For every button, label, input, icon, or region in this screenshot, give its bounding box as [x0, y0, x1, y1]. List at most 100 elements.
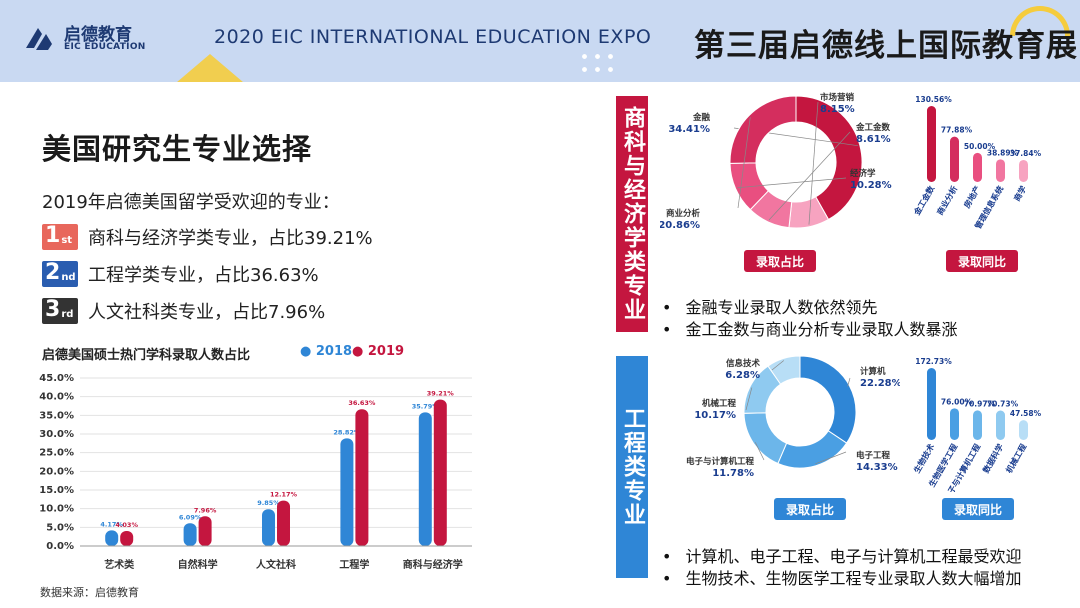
donut-slice	[767, 355, 801, 385]
category-label: 商科与经济学	[403, 558, 463, 571]
slice-value: 8.15%	[820, 104, 855, 115]
bar	[120, 530, 134, 546]
intro-text: 2019年启德美国留学受欢迎的专业：	[42, 192, 340, 213]
bar	[262, 509, 275, 546]
leader-line	[754, 442, 765, 461]
legend-2019: ● 2019	[352, 344, 405, 359]
bar-value-label: 39.21%	[427, 390, 455, 398]
bar-value-label: 12.17%	[270, 491, 298, 499]
donut-slice	[777, 430, 848, 469]
slice-value: 22.28%	[860, 378, 900, 389]
eic-logo-icon	[26, 28, 52, 50]
leader-line	[745, 387, 753, 411]
slice-label: 电子工程	[856, 450, 891, 461]
growth-category: 商学	[1012, 184, 1029, 203]
bar-value-label: 36.63%	[348, 399, 376, 407]
leader-line	[808, 101, 819, 225]
rank-text-1: 商科与经济学类专业，占比39.21%	[88, 228, 373, 249]
y-tick-label: 25.0%	[39, 448, 74, 459]
legend-2018: ● 2018	[300, 344, 353, 359]
bar	[105, 530, 119, 546]
slice-value: 34.41%	[668, 124, 710, 135]
y-tick-label: 20.0%	[39, 466, 74, 477]
growth-value: 70.97%	[964, 399, 996, 408]
slice-label: 计算机	[860, 366, 886, 377]
growth-category: 金工金数	[911, 183, 937, 217]
growth-category: 房地产	[962, 184, 983, 210]
growth-bar	[1019, 420, 1028, 440]
bar	[418, 412, 432, 546]
growth-bar	[950, 136, 959, 182]
business-panel-label: 商科与经济学类专业	[616, 96, 648, 332]
slice-value: 6.28%	[725, 370, 760, 381]
donut-slice	[795, 95, 863, 221]
slice-label: 电子与计算机工程	[686, 456, 755, 467]
business-bullet-1: 金融专业录取人数依然领先	[662, 294, 877, 318]
growth-bar	[996, 410, 1005, 440]
y-tick-label: 15.0%	[39, 485, 74, 496]
data-source: 数据来源：启德教育	[40, 586, 139, 599]
logo-text-en: EIC EDUCATION	[64, 42, 146, 52]
logo-text-cn: 启德教育	[64, 25, 132, 45]
decorative-dots	[578, 50, 618, 80]
business-growth-label: 录取同比	[946, 250, 1018, 272]
bar	[340, 438, 354, 546]
slice-label: 信息技术	[726, 358, 761, 369]
growth-category: 商业分析	[935, 184, 960, 217]
header-banner: 启德教育 EIC EDUCATION 2020 EIC INTERNATIONA…	[0, 0, 1080, 82]
growth-bar	[973, 410, 982, 440]
category-label: 人文社科	[256, 558, 296, 571]
slice-value: 8.61%	[856, 134, 891, 145]
leader-line	[815, 451, 847, 465]
expo-title-cn: 第三届启德线上国际教育展	[694, 28, 1078, 64]
donut-slice	[743, 412, 788, 465]
growth-value: 77.88%	[941, 126, 973, 135]
bar-value-label: 6.09%	[179, 513, 202, 521]
slice-label: 机械工程	[702, 398, 737, 409]
leader-line	[737, 117, 751, 209]
engineering-share-label: 录取占比	[774, 498, 846, 520]
growth-value: 50.00%	[964, 142, 996, 151]
bar	[198, 516, 212, 546]
admission-bar-chart: 0.0% 5.0% 10.0% 15.0% 20.0% 25.0% 30.0% 35.0% 40…	[39, 373, 472, 571]
engineering-growth-label: 录取同比	[942, 498, 1014, 520]
business-share-label: 录取占比	[744, 250, 816, 272]
y-tick-label: 30.0%	[39, 429, 74, 440]
rank-text-2: 工程学类专业，占比36.63%	[88, 265, 319, 286]
growth-category: 生物技术	[912, 442, 937, 475]
growth-bar	[996, 159, 1005, 182]
donut-slice	[729, 95, 797, 164]
bar-value-label: 4.03%	[115, 521, 138, 529]
leader-line	[737, 177, 847, 189]
slice-label: 金融	[692, 112, 711, 123]
y-tick-label: 0.0%	[46, 541, 74, 552]
bar	[183, 523, 197, 546]
leader-line	[847, 377, 851, 387]
y-tick-label: 40.0%	[39, 392, 74, 403]
engineering-panel-label: 工程类专业	[616, 356, 648, 578]
donut-slice	[799, 355, 857, 444]
bar-value-label: 4.17%	[100, 520, 123, 528]
bar-chart-title: 启德美国硕士热门学科录取人数占比	[42, 348, 251, 363]
growth-bar	[973, 152, 982, 182]
growth-bar	[927, 106, 936, 182]
business-bullet-2: 金工金数与商业分析专业录取人数暴涨	[662, 316, 957, 340]
bar	[433, 399, 447, 546]
category-label: 艺术类	[104, 558, 134, 571]
category-label: 工程学	[339, 558, 369, 571]
growth-value: 38.89%	[987, 148, 1019, 157]
business-growth-chart: 130.56%金工金数77.88%商业分析50.00%房地产38.89%管理信息…	[911, 95, 1042, 231]
y-tick-label: 45.0%	[39, 373, 74, 384]
slice-label: 市场营销	[820, 92, 855, 103]
bar-value-label: 35.79%	[412, 402, 440, 410]
bar-value-label: 28.82%	[333, 428, 361, 436]
growth-value: 172.73%	[915, 357, 952, 366]
engineering-growth-chart: 172.73%生物技术76.00%生物医学工程70.97%电子与计算机工程70.…	[912, 357, 1042, 492]
